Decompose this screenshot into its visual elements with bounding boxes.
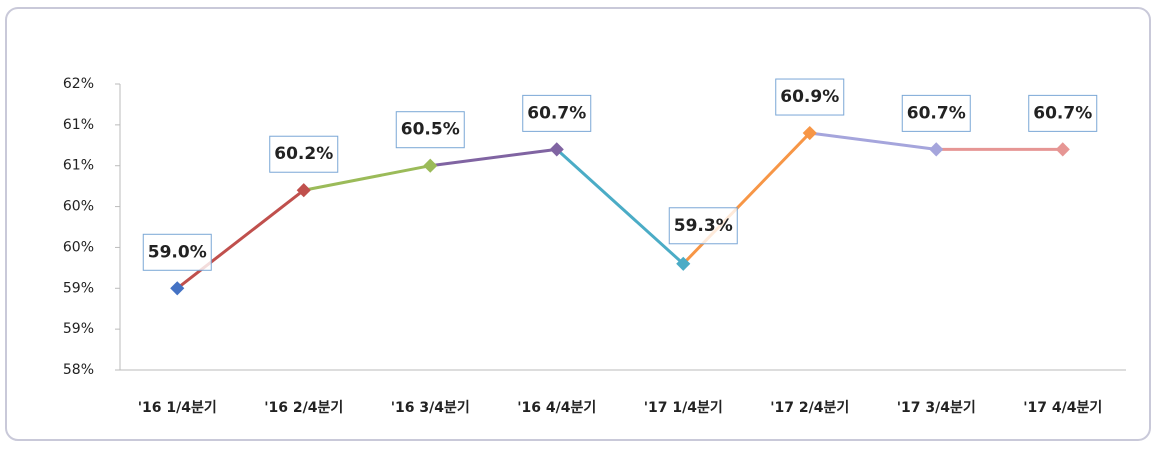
data-label: 60.7% bbox=[1033, 103, 1092, 123]
data-label: 59.3% bbox=[674, 216, 733, 236]
x-tick-label: '16 2/4분기 bbox=[264, 400, 343, 416]
label-box bbox=[142, 233, 212, 271]
label-box bbox=[775, 78, 845, 116]
point-marker bbox=[296, 183, 311, 198]
label-box bbox=[1028, 94, 1098, 132]
x-tick-label: '17 4/4분기 bbox=[1023, 400, 1102, 416]
point-marker bbox=[549, 142, 564, 157]
frame bbox=[5, 7, 1151, 441]
line-segment bbox=[430, 147, 557, 168]
data-label: 60.2% bbox=[274, 144, 333, 164]
y-tick-label: 62% bbox=[63, 76, 94, 92]
y-tick-label: 58% bbox=[63, 362, 94, 378]
line-segment bbox=[303, 164, 431, 192]
y-tick-label: 59% bbox=[63, 321, 94, 337]
line-segment bbox=[809, 131, 937, 151]
x-tick-label: '17 3/4분기 bbox=[897, 400, 976, 416]
y-tick-label: 61% bbox=[63, 117, 94, 133]
data-label: 60.9% bbox=[780, 87, 839, 107]
line-segment bbox=[555, 148, 685, 265]
data-label: 59.0% bbox=[148, 242, 207, 262]
label-box bbox=[395, 111, 465, 149]
point-marker bbox=[1055, 142, 1070, 157]
data-label: 60.5% bbox=[401, 120, 460, 140]
y-tick-label: 60% bbox=[63, 239, 94, 255]
x-tick-label: '17 1/4분기 bbox=[644, 400, 723, 416]
x-tick-label: '17 2/4분기 bbox=[770, 400, 849, 416]
label-box bbox=[269, 135, 339, 173]
y-tick-label: 61% bbox=[63, 158, 94, 174]
x-tick-label: '16 3/4분기 bbox=[391, 400, 470, 416]
label-box bbox=[522, 94, 592, 132]
label-box bbox=[901, 94, 971, 132]
data-label: 60.7% bbox=[907, 103, 966, 123]
point-marker bbox=[170, 281, 185, 296]
label-box bbox=[668, 207, 738, 245]
point-marker bbox=[676, 256, 691, 271]
point-marker bbox=[802, 125, 817, 141]
x-tick-label: '16 1/4분기 bbox=[138, 400, 217, 416]
point-marker bbox=[423, 158, 438, 173]
y-tick-label: 59% bbox=[63, 280, 94, 296]
y-tick-label: 60% bbox=[63, 199, 94, 215]
data-label: 60.7% bbox=[527, 103, 586, 123]
point-marker bbox=[929, 142, 944, 157]
x-tick-label: '16 4/4분기 bbox=[517, 400, 596, 416]
line-segment bbox=[176, 189, 305, 290]
